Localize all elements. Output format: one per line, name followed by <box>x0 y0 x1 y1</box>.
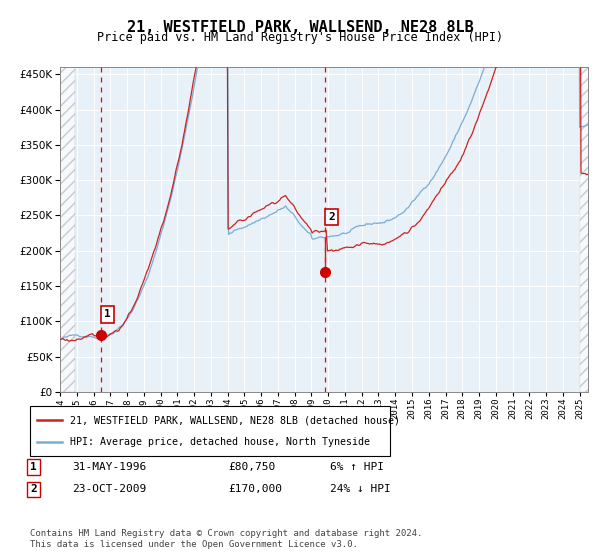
Text: Contains HM Land Registry data © Crown copyright and database right 2024.
This d: Contains HM Land Registry data © Crown c… <box>30 529 422 549</box>
Text: £170,000: £170,000 <box>228 484 282 494</box>
Bar <box>580 67 596 392</box>
Text: 21, WESTFIELD PARK, WALLSEND, NE28 8LB: 21, WESTFIELD PARK, WALLSEND, NE28 8LB <box>127 20 473 35</box>
Text: 2: 2 <box>30 484 37 494</box>
FancyBboxPatch shape <box>30 406 390 456</box>
Text: 31-MAY-1996: 31-MAY-1996 <box>72 462 146 472</box>
Text: 1: 1 <box>104 309 110 319</box>
Text: 1: 1 <box>30 462 37 472</box>
Text: HPI: Average price, detached house, North Tyneside: HPI: Average price, detached house, Nort… <box>70 437 370 447</box>
Bar <box>60 67 75 392</box>
Text: £80,750: £80,750 <box>228 462 275 472</box>
Text: 23-OCT-2009: 23-OCT-2009 <box>72 484 146 494</box>
Text: 24% ↓ HPI: 24% ↓ HPI <box>330 484 391 494</box>
Text: 6% ↑ HPI: 6% ↑ HPI <box>330 462 384 472</box>
Text: Price paid vs. HM Land Registry's House Price Index (HPI): Price paid vs. HM Land Registry's House … <box>97 31 503 44</box>
Text: 2: 2 <box>328 212 335 222</box>
Text: 21, WESTFIELD PARK, WALLSEND, NE28 8LB (detached house): 21, WESTFIELD PARK, WALLSEND, NE28 8LB (… <box>70 415 400 425</box>
